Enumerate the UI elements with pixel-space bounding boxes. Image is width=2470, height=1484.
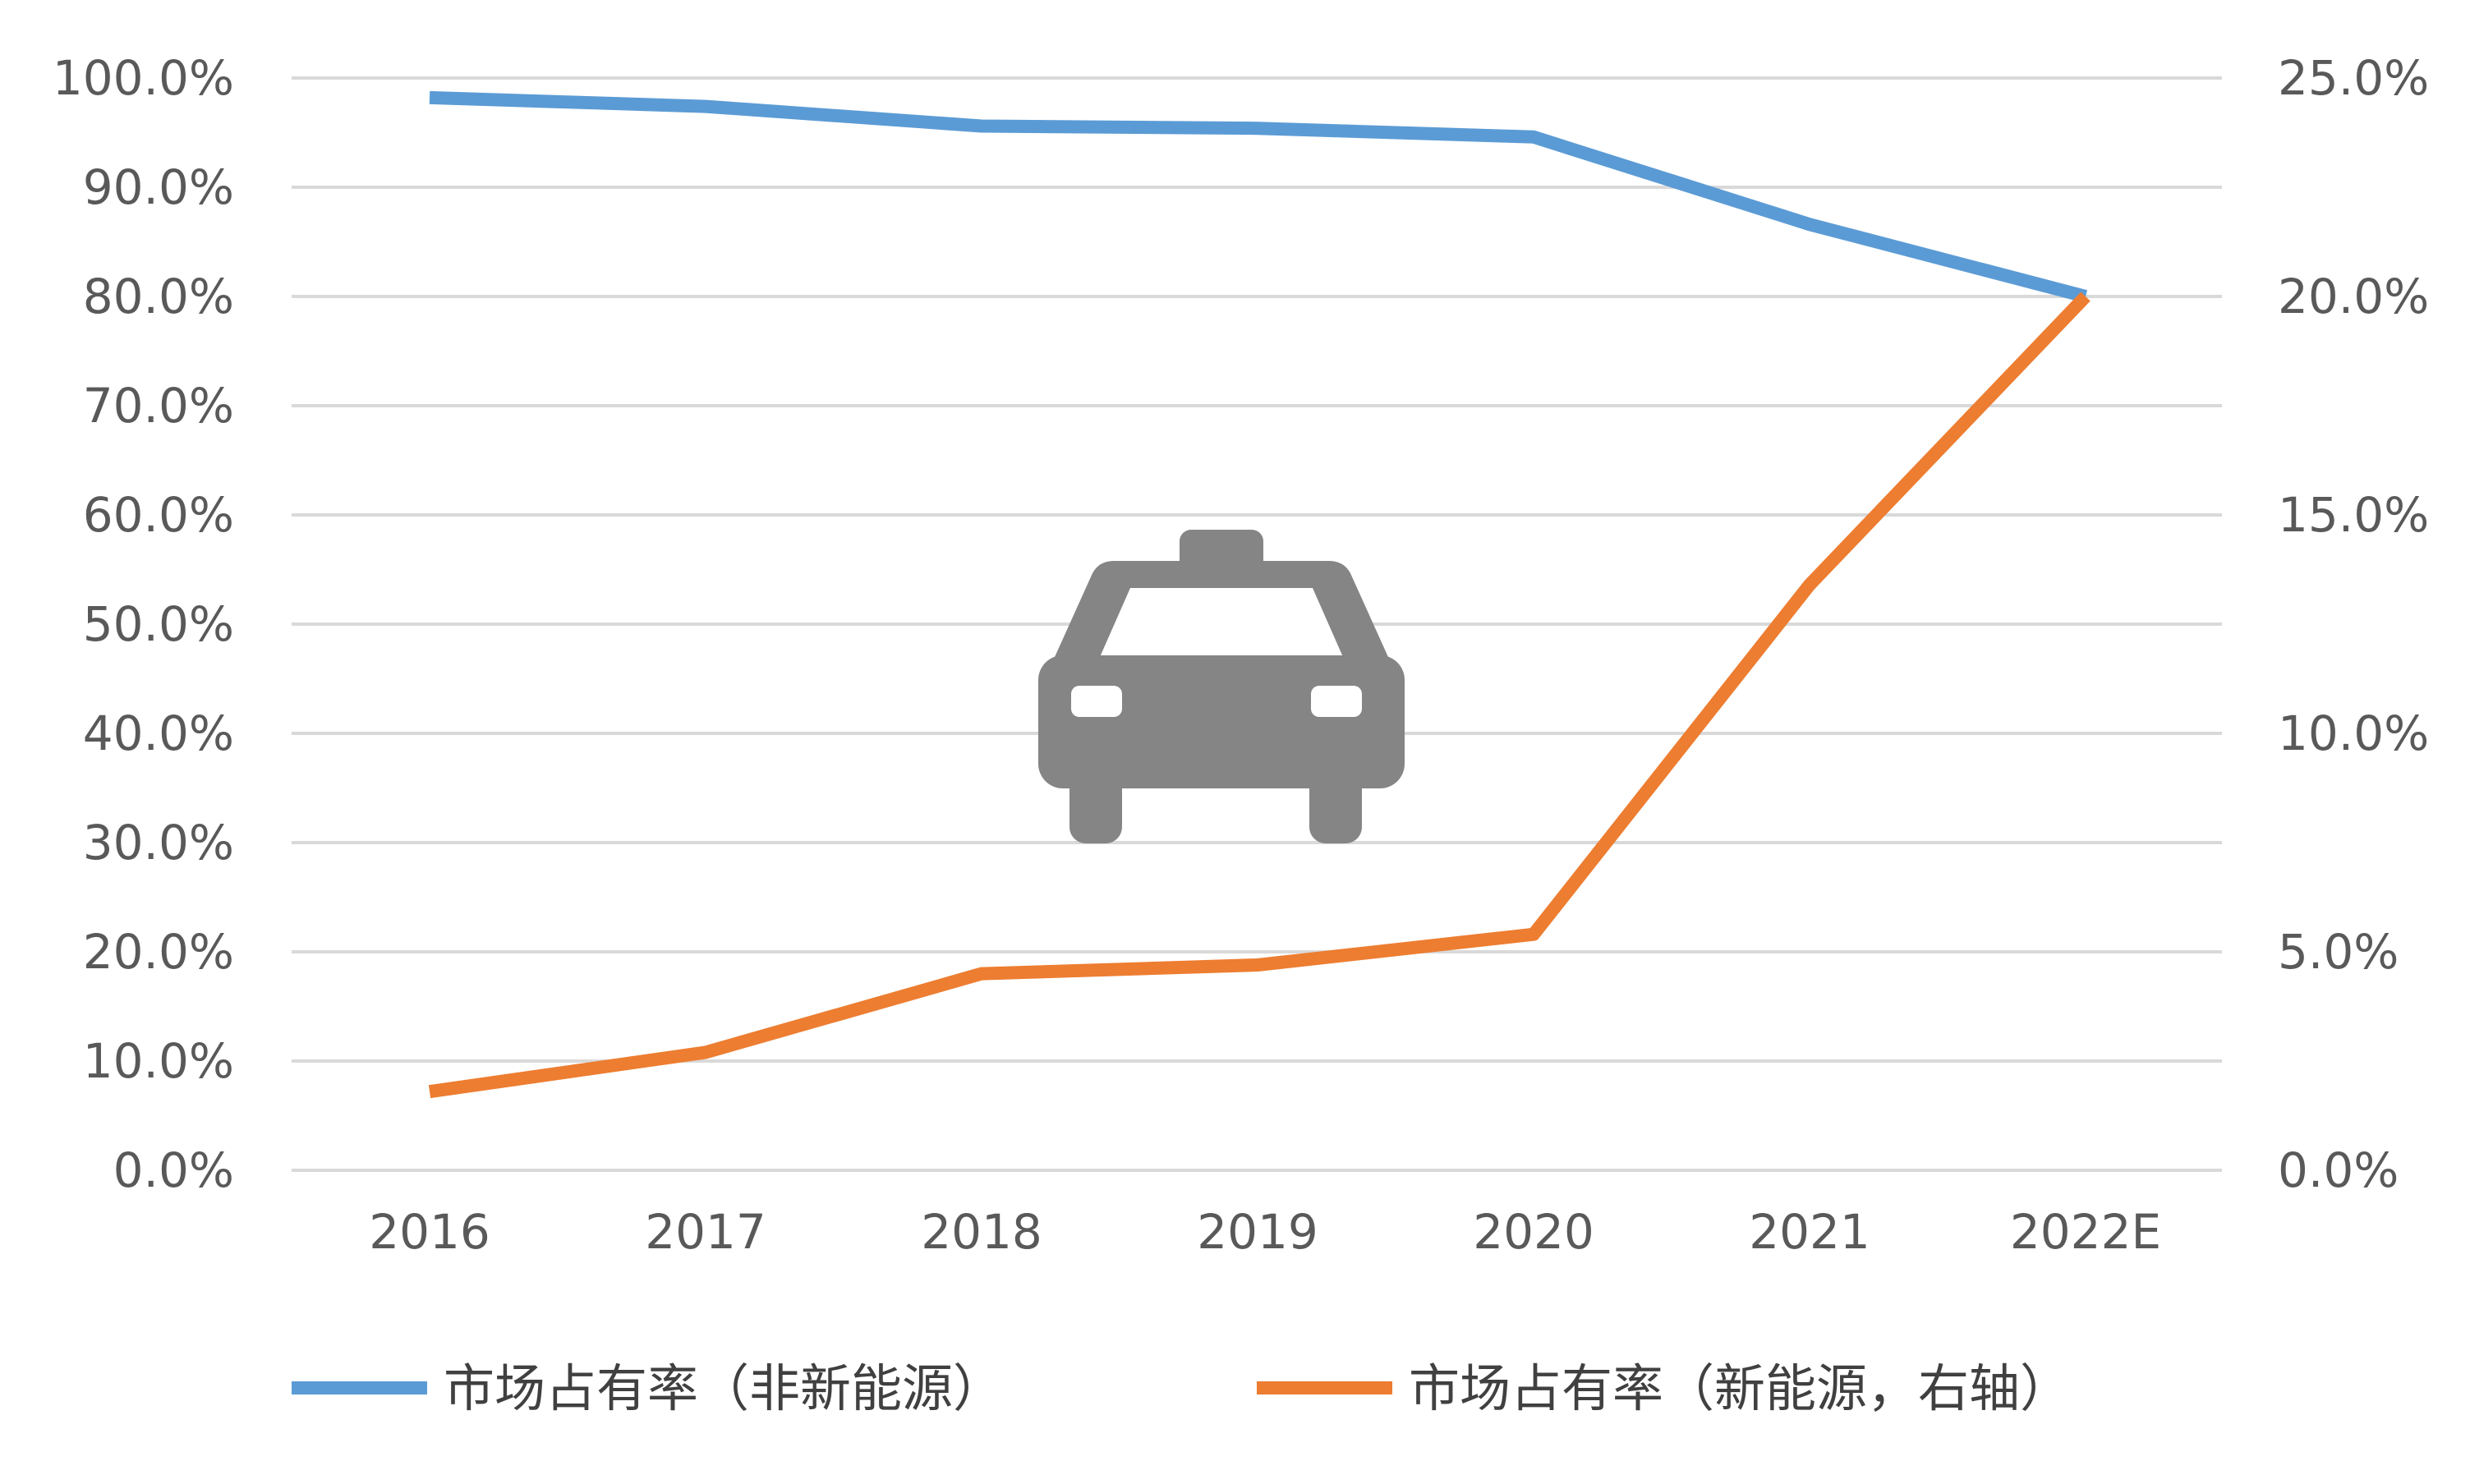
left-y-tick-label: 0.0% (113, 1142, 234, 1198)
left-y-tick-label: 60.0% (83, 487, 234, 543)
x-tick-label: 2022E (2010, 1204, 2161, 1260)
left-y-tick-label: 50.0% (83, 596, 234, 652)
right-y-tick-label: 5.0% (2278, 924, 2399, 980)
x-tick-label: 2018 (921, 1204, 1042, 1260)
x-tick-label: 2019 (1197, 1204, 1318, 1260)
left-y-tick-label: 10.0% (83, 1033, 234, 1089)
right-y-tick-label: 25.0% (2278, 50, 2429, 106)
right-y-tick-label: 20.0% (2278, 269, 2429, 324)
right-y-tick-label: 15.0% (2278, 487, 2429, 543)
legend-label: 市场占有率（新能源，右轴） (1409, 1358, 2071, 1418)
left-y-axis: 0.0% 10.0% 20.0% 30.0% 40.0% 50.0% 60.0% 70.0% 8… (53, 50, 234, 1198)
x-axis: 2016 2017 2018 2019 2020 2021 2022E (369, 1204, 2161, 1260)
right-y-tick-label: 0.0% (2278, 1142, 2399, 1198)
left-y-tick-label: 80.0% (83, 269, 234, 324)
series-line-non-ev (429, 90, 2088, 303)
left-y-tick-label: 90.0% (83, 159, 234, 215)
series-line-ev (428, 292, 2091, 1099)
right-y-tick-label: 10.0% (2278, 705, 2429, 761)
x-tick-label: 2017 (645, 1204, 766, 1260)
x-tick-label: 2020 (1473, 1204, 1594, 1260)
left-y-tick-label: 70.0% (83, 378, 234, 434)
legend: 市场占有率（非新能源） 市场占有率（新能源，右轴） (292, 1358, 2071, 1418)
series-lines (428, 90, 2091, 1099)
left-y-tick-label: 30.0% (83, 815, 234, 871)
legend-label: 市场占有率（非新能源） (444, 1358, 1004, 1418)
taxi-icon (1038, 530, 1405, 843)
right-y-axis: 0.0% 5.0% 10.0% 15.0% 20.0% 25.0% (2278, 50, 2429, 1198)
left-y-tick-label: 40.0% (83, 705, 234, 761)
x-tick-label: 2021 (1749, 1204, 1870, 1260)
x-tick-label: 2016 (369, 1204, 490, 1260)
left-y-tick-label: 100.0% (53, 50, 234, 106)
left-y-tick-label: 20.0% (83, 924, 234, 980)
